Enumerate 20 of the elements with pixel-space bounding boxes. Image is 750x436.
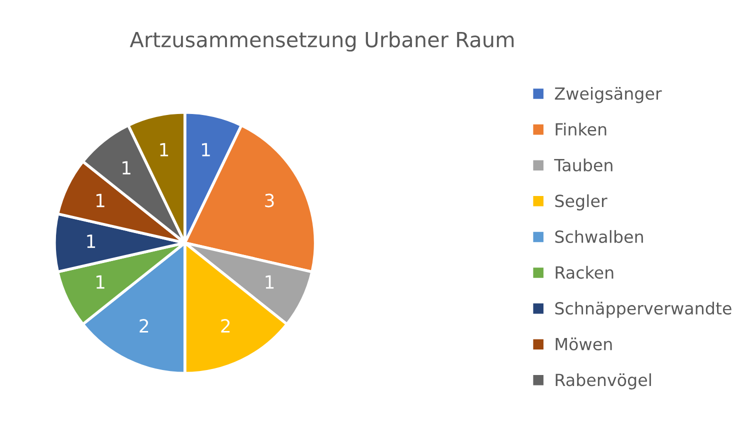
data-label: 2 [221, 319, 230, 332]
data-label: 1 [96, 275, 104, 289]
data-label: 1 [202, 143, 210, 156]
data-label: 3 [265, 194, 274, 208]
legend-label: Schnäpperverwandte [555, 302, 732, 318]
chart-title: Artzusammensetzung Urbaner Raum [130, 31, 514, 52]
data-label: 1 [87, 234, 96, 248]
legend-label: Tauben [554, 158, 612, 172]
data-label: 1 [96, 194, 104, 208]
data-label: 1 [160, 143, 168, 156]
legend-label: Rabenvögel [556, 373, 651, 390]
legend-label: Segler [555, 194, 608, 210]
legend-label: Schwalben [555, 230, 643, 244]
data-label: 2 [140, 319, 148, 332]
legend-label: Zweigsänger [554, 86, 662, 104]
legend-label: Finken [556, 122, 606, 136]
data-label: 1 [122, 161, 130, 174]
legend-label: Möwen [556, 338, 612, 350]
legend-label: Racken [556, 266, 614, 279]
data-label: 1 [266, 275, 274, 289]
